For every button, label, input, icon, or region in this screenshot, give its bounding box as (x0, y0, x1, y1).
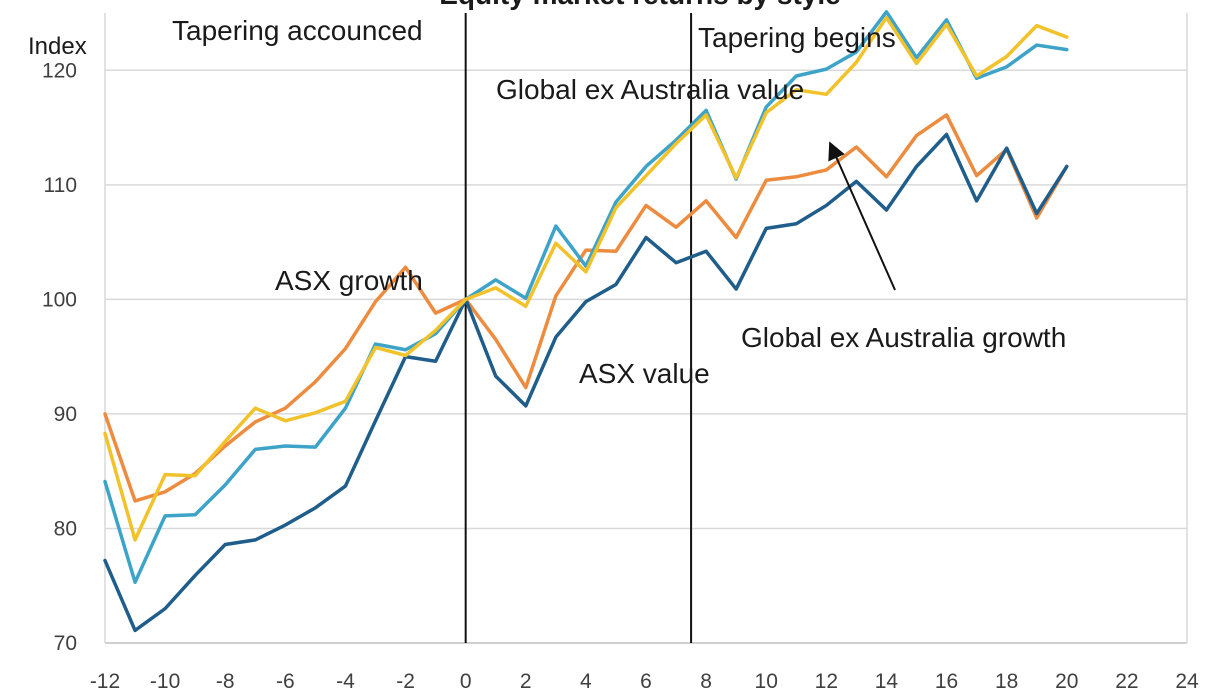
y-tick-label: 80 (54, 517, 77, 540)
x-tick-label: 14 (875, 670, 899, 690)
x-tick-label: 16 (935, 670, 958, 690)
x-tick-label: 18 (995, 670, 1018, 690)
x-tick-label: -10 (150, 670, 180, 690)
x-tick-label: -2 (396, 670, 415, 690)
annotation-asx-value: ASX value (579, 358, 710, 389)
y-tick-label: 70 (54, 632, 77, 655)
x-tick-label: 10 (755, 670, 778, 690)
x-tick-label: -4 (336, 670, 355, 690)
y-tick-label: 120 (42, 59, 77, 82)
y-tick-label: 110 (44, 174, 77, 197)
annotation-asx-growth: ASX growth (275, 265, 423, 296)
x-tick-label: 0 (460, 670, 472, 690)
gridlines (104, 13, 1188, 644)
series-line-4 (103, 15, 1069, 542)
series-line-1 (103, 113, 1069, 503)
x-tick-label: 12 (815, 670, 838, 690)
y-tick-label: 90 (54, 403, 77, 426)
annotation-global-growth: Global ex Australia growth (741, 322, 1066, 353)
chart-title: Equity market returns by style (439, 0, 840, 10)
x-tick-label: 22 (1115, 670, 1138, 690)
annotation-tapering-begins: Tapering begins (698, 22, 896, 53)
x-tick-label: 4 (580, 670, 592, 690)
series-lines (103, 10, 1069, 633)
event-lines (464, 13, 693, 643)
annotations: Tapering accounced Tapering begins ASX g… (172, 15, 1066, 389)
x-tick-label: 20 (1055, 670, 1078, 690)
x-tick-label: 6 (640, 670, 652, 690)
x-tick-label: -6 (276, 670, 295, 690)
x-tick-labels: -12 -10 -8 -6 -4 -2 0 2 4 6 8 10 12 14 16 18 20 22 24 (90, 670, 1199, 690)
annotation-arrow (828, 141, 896, 291)
x-tick-label: 24 (1175, 670, 1199, 690)
x-tick-label: -12 (90, 670, 120, 690)
x-tick-label: 8 (700, 670, 712, 690)
x-tick-label: 2 (520, 670, 532, 690)
y-tick-label: 100 (42, 288, 77, 311)
y-axis-label: Index (28, 33, 87, 60)
series-line-3 (103, 10, 1069, 585)
x-tick-label: -8 (216, 670, 235, 690)
annotation-global-value: Global ex Australia value (496, 74, 804, 105)
annotation-tapering-announced: Tapering accounced (172, 15, 423, 46)
series-line-2 (103, 132, 1069, 633)
y-tick-labels: 70 80 90 100 110 120 (42, 59, 77, 655)
